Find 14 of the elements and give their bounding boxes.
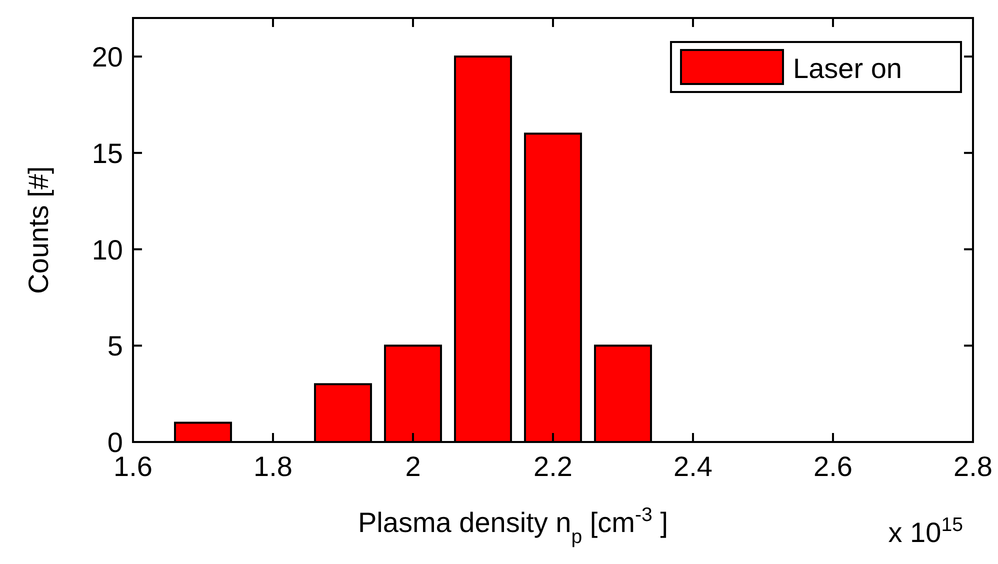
x-axis-title: Plasma density n$_{p}$ [cm$^{-3}$] bbox=[358, 504, 668, 548]
y-tick-label: 10 bbox=[92, 234, 123, 266]
x-tick-label: 1.8 bbox=[254, 451, 292, 482]
x-tick-label: 2 bbox=[405, 451, 421, 482]
text: x 10$^{15}$ bbox=[888, 514, 964, 548]
legend-label: Laser on bbox=[793, 53, 902, 84]
x-tick-label: 2.8 bbox=[954, 451, 992, 482]
y-tick-label: 20 bbox=[92, 42, 123, 73]
x-tick-label: 2.2 bbox=[534, 451, 572, 482]
x-tick-label: 2.6 bbox=[814, 451, 852, 482]
y-tick-label: 15 bbox=[92, 138, 123, 169]
y-tick-label: 5 bbox=[107, 330, 123, 362]
x-tick-label: 2.4 bbox=[674, 451, 712, 482]
y-axis-title: Counts [#] bbox=[23, 166, 54, 294]
